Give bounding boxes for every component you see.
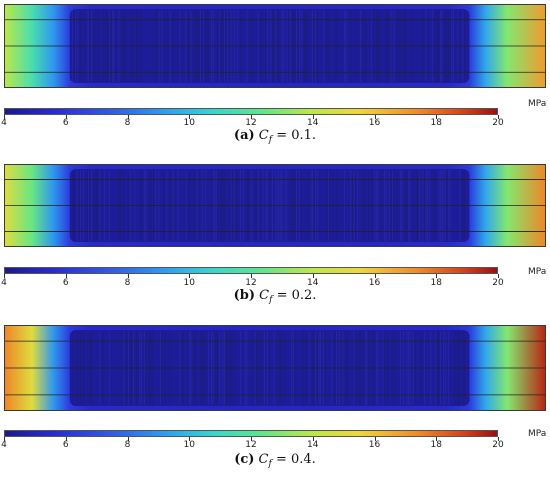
caption-value: = 0.2. <box>272 288 317 303</box>
caption-variable: C <box>258 128 269 143</box>
caption-label: (c) <box>234 452 255 467</box>
colorbar-unit: MPa <box>528 267 547 277</box>
colorbar-tick <box>189 437 191 441</box>
colorbar-tick-label: 4 <box>1 278 7 288</box>
colorbar-ticks <box>4 115 499 119</box>
caption-value: = 0.4. <box>271 452 316 467</box>
colorbar-tick-label: 10 <box>183 118 195 128</box>
colorbar-tick <box>312 437 314 441</box>
panel-caption: (c) Cf = 0.4. <box>0 452 550 469</box>
colorbar-tick-labels: 4 6 8 10 12 14 16 18 20 <box>1 275 504 288</box>
colorbar-tick <box>374 115 376 119</box>
colorbar-tick-label: 18 <box>430 278 442 288</box>
stress-field-svg <box>5 165 545 246</box>
caption-subscript: f <box>268 459 272 469</box>
colorbar-tick-label: 8 <box>124 118 131 128</box>
colorbar-tick <box>498 274 499 278</box>
colorbar-tick <box>498 115 499 119</box>
colorbar-tick-label: 14 <box>307 278 319 288</box>
colorbar-tick <box>312 115 314 119</box>
colorbar-tick <box>189 274 191 278</box>
panel-caption: (a) Cf = 0.1. <box>0 128 550 145</box>
colorbar-unit: MPa <box>528 429 547 439</box>
colorbar-tick-label: 6 <box>62 440 69 450</box>
colorbar-tick <box>4 115 5 119</box>
caption-label: (b) <box>233 288 255 303</box>
panel-caption: (b) Cf = 0.2. <box>0 288 550 305</box>
colorbar-tick-label: 6 <box>62 118 69 128</box>
colorbar-tick <box>374 274 376 278</box>
colorbar-tick <box>65 274 67 278</box>
colorbar-tick <box>251 274 252 278</box>
colorbar-tick <box>127 437 129 441</box>
colorbar-tick <box>127 115 129 119</box>
colorbar-tick-label: 14 <box>307 118 319 128</box>
caption-variable: C <box>258 452 269 467</box>
stress-field-plot <box>4 164 546 247</box>
colorbar-tick-label: 18 <box>430 118 442 128</box>
colorbar-tick-label: 20 <box>492 440 504 450</box>
panel-b: MPa 4 6 8 10 12 14 16 18 20 (b) Cf = 0.2. <box>0 161 550 319</box>
colorbar-tick-label: 4 <box>1 118 7 128</box>
colorbar-tick <box>4 437 5 441</box>
colorbar-tick-label: 4 <box>1 440 7 450</box>
colorbar-tick <box>436 437 438 441</box>
colorbar-tick-label: 12 <box>245 278 257 288</box>
stress-field-plot <box>4 325 546 411</box>
colorbar-tick-label: 12 <box>245 440 257 450</box>
colorbar-tick <box>498 437 499 441</box>
colorbar-tick-label: 10 <box>183 440 195 450</box>
colorbar <box>4 430 498 437</box>
colorbar-tick <box>189 115 191 119</box>
colorbar-tick <box>251 115 252 119</box>
colorbar-tick-label: 20 <box>492 278 504 288</box>
colorbar-tick <box>4 274 5 278</box>
colorbar-tick-label: 10 <box>183 278 195 288</box>
stress-field-svg <box>5 5 545 87</box>
colorbar-unit: MPa <box>528 99 547 109</box>
colorbar-tick-label: 8 <box>124 278 131 288</box>
colorbar <box>4 267 498 274</box>
caption-label: (a) <box>233 128 255 143</box>
colorbar-tick <box>127 274 129 278</box>
caption-subscript: f <box>269 295 273 305</box>
colorbar-tick-label: 20 <box>492 118 504 128</box>
colorbar-tick-label: 12 <box>245 118 257 128</box>
panel-c: MPa 4 6 8 10 12 14 16 18 20 (c) Cf = 0.4. <box>0 322 550 480</box>
caption-value: = 0.1. <box>272 128 317 143</box>
colorbar-tick <box>312 274 314 278</box>
colorbar-tick <box>251 437 252 441</box>
colorbar-tick-labels: 4 6 8 10 12 14 16 18 20 <box>1 437 504 450</box>
colorbar-tick-label: 18 <box>430 440 442 450</box>
colorbar-tick-label: 16 <box>368 440 381 450</box>
colorbar-tick <box>65 437 67 441</box>
colorbar-tick-label: 16 <box>368 278 381 288</box>
colorbar-tick <box>65 115 67 119</box>
stress-field-plot <box>4 4 546 88</box>
colorbar-ticks <box>4 274 499 278</box>
panel-a: MPa 4 6 8 10 12 14 16 18 20 (a) Cf = 0.1. <box>0 0 550 158</box>
colorbar-tick <box>436 274 438 278</box>
caption-subscript: f <box>268 135 273 145</box>
colorbar-tick-label: 14 <box>307 440 319 450</box>
colorbar-tick-labels: 4 6 8 10 12 14 16 18 20 <box>1 115 504 128</box>
colorbar-tick-label: 16 <box>368 118 381 128</box>
colorbar-tick-label: 6 <box>62 278 69 288</box>
caption-variable: C <box>259 288 270 303</box>
colorbar-tick-label: 8 <box>124 440 131 450</box>
colorbar-tick <box>374 437 376 441</box>
colorbar-tick <box>436 115 438 119</box>
colorbar <box>4 108 498 115</box>
stress-field-svg <box>5 326 545 410</box>
colorbar-ticks <box>4 437 499 441</box>
